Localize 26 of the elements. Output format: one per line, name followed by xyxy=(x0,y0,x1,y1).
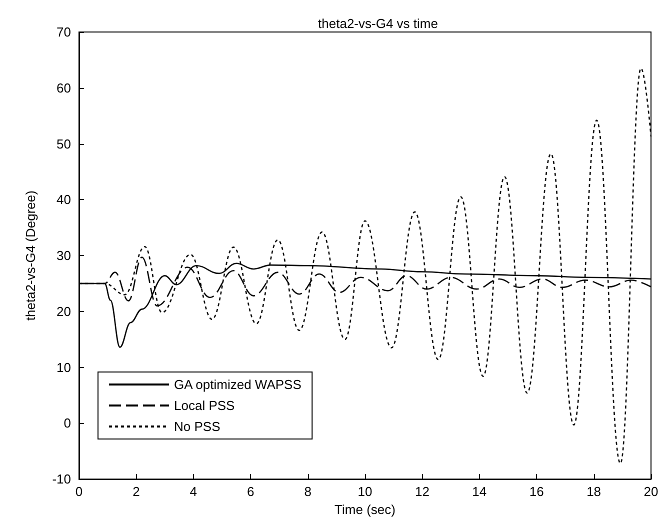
y-tick-label: -10 xyxy=(52,472,71,487)
x-tick-label: 18 xyxy=(586,484,602,500)
y-tick-label: 40 xyxy=(56,192,71,208)
x-tick-label: 10 xyxy=(358,484,372,500)
legend-label: GA optimized WAPSS xyxy=(174,377,302,392)
x-tick-label: 6 xyxy=(246,484,254,500)
y-tick-label: 60 xyxy=(56,80,71,96)
x-tick-label: 8 xyxy=(304,484,312,500)
y-tick-label: 20 xyxy=(56,304,71,319)
legend-label: No PSS xyxy=(174,419,221,434)
y-tick-label: 30 xyxy=(56,248,71,264)
x-tick-label: 16 xyxy=(529,484,544,500)
chart-title: theta2-vs-G4 vs time xyxy=(318,16,438,31)
y-axis-title: theta2-vs-G4 (Degree) xyxy=(23,190,38,321)
x-tick-label: 20 xyxy=(644,484,658,500)
x-tick-label: 2 xyxy=(132,484,140,500)
y-tick-label: 70 xyxy=(56,24,71,40)
x-axis-title: Time (sec) xyxy=(334,502,396,517)
y-tick-label: 10 xyxy=(56,360,71,375)
x-tick-label: 14 xyxy=(472,484,487,500)
y-tick-label: 0 xyxy=(64,416,71,431)
x-tick-label: 4 xyxy=(190,484,198,500)
x-tick-label: 0 xyxy=(75,484,83,500)
y-tick-label: 50 xyxy=(56,136,71,152)
x-tick-label: 12 xyxy=(414,484,430,500)
legend-label: Local PSS xyxy=(174,398,236,413)
